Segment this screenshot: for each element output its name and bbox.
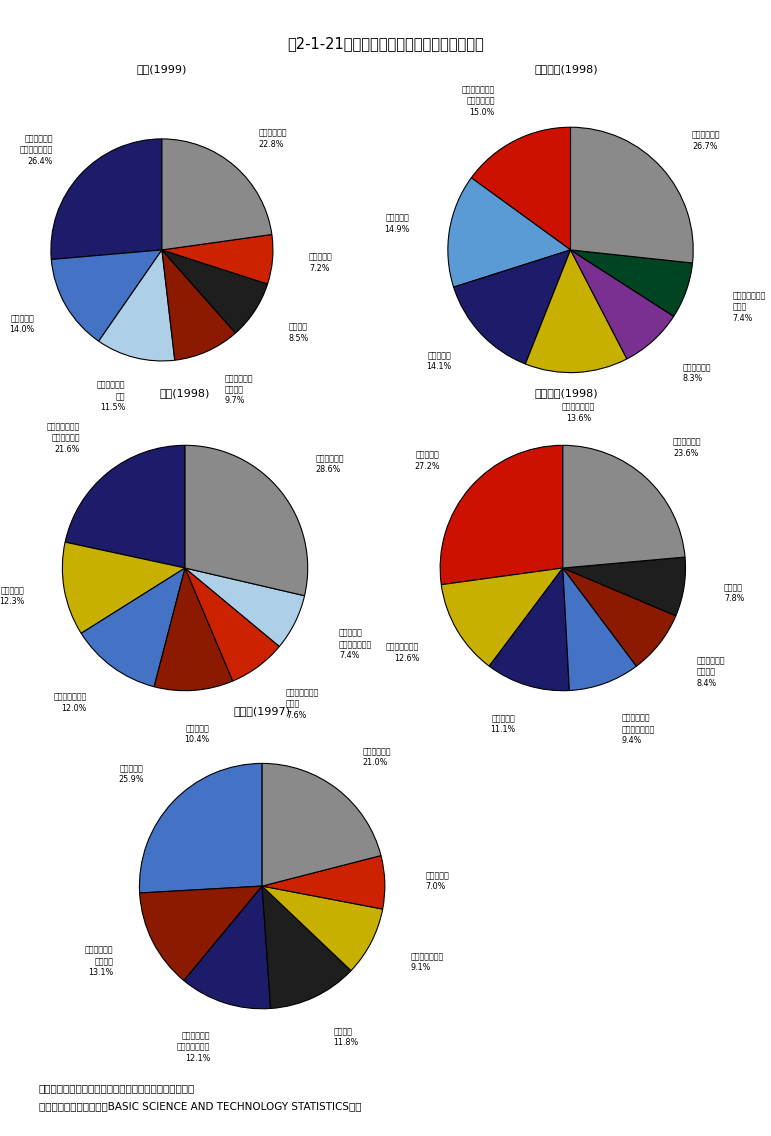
- Text: 医薬品を除く
化学工業
9.7%: 医薬品を除く 化学工業 9.7%: [224, 374, 253, 406]
- Text: 医薬品工業
10.4%: 医薬品工業 10.4%: [184, 725, 210, 744]
- Wedge shape: [184, 886, 271, 1009]
- Wedge shape: [162, 234, 273, 284]
- Text: 医薬品工業
7.0%: 医薬品工業 7.0%: [426, 871, 449, 891]
- Text: 通信・電子・
電気計測器工業
12.1%: 通信・電子・ 電気計測器工業 12.1%: [177, 1031, 210, 1063]
- Text: 自動車工業
12.3%: 自動車工業 12.3%: [0, 586, 25, 607]
- Text: 通信・電子・
電気計測器工業
26.4%: 通信・電子・ 電気計測器工業 26.4%: [20, 134, 53, 166]
- Wedge shape: [52, 250, 162, 341]
- Wedge shape: [563, 568, 676, 666]
- Wedge shape: [453, 250, 571, 364]
- Wedge shape: [185, 568, 305, 646]
- Text: 自動車工業
14.0%: 自動車工業 14.0%: [9, 314, 34, 334]
- Text: フランス(1998): フランス(1998): [535, 64, 598, 74]
- Text: 医薬品工業
14.9%: 医薬品工業 14.9%: [384, 214, 409, 234]
- Wedge shape: [140, 763, 262, 893]
- Wedge shape: [471, 127, 571, 250]
- Text: 電気機械器具
工業
11.5%: 電気機械器具 工業 11.5%: [97, 381, 126, 412]
- Text: 資料：日本は総務省統計局「科学技術研究調査報告」。: 資料：日本は総務省統計局「科学技術研究調査報告」。: [39, 1083, 195, 1093]
- Text: 航空・宇宙工業
9.1%: 航空・宇宙工業 9.1%: [411, 952, 444, 972]
- Text: 航空・宇宙工業
13.6%: 航空・宇宙工業 13.6%: [562, 403, 595, 423]
- Wedge shape: [62, 542, 185, 633]
- Wedge shape: [185, 445, 308, 595]
- Text: その他製造業
22.8%: その他製造業 22.8%: [259, 128, 288, 149]
- Wedge shape: [563, 557, 685, 616]
- Text: 第2-1-21図　主要国の製造業の業種別研究費: 第2-1-21図 主要国の製造業の業種別研究費: [287, 36, 484, 51]
- Wedge shape: [154, 568, 233, 691]
- Wedge shape: [262, 763, 381, 886]
- Wedge shape: [448, 178, 571, 287]
- Wedge shape: [162, 250, 235, 360]
- Text: その他製造業
26.7%: その他製造業 26.7%: [692, 131, 720, 151]
- Wedge shape: [65, 445, 185, 568]
- Text: 航空・宇宙工業
12.0%: 航空・宇宙工業 12.0%: [53, 693, 86, 712]
- Text: イギリス(1998): イギリス(1998): [535, 387, 598, 398]
- Text: 医薬品を除く
化学工業
8.4%: 医薬品を除く 化学工業 8.4%: [696, 657, 725, 688]
- Text: 米国(1998): 米国(1998): [160, 387, 210, 398]
- Wedge shape: [563, 445, 685, 568]
- Wedge shape: [185, 568, 279, 682]
- Text: ドイツ(1997): ドイツ(1997): [234, 705, 291, 716]
- Text: 自動車工業
25.9%: 自動車工業 25.9%: [118, 763, 143, 784]
- Text: 通信・電子・電
気計測器工業
15.0%: 通信・電子・電 気計測器工業 15.0%: [462, 85, 495, 117]
- Text: 機械工業
11.8%: 機械工業 11.8%: [333, 1027, 359, 1047]
- Wedge shape: [490, 568, 569, 691]
- Wedge shape: [162, 139, 272, 250]
- Wedge shape: [51, 139, 162, 259]
- Text: 通信・電子・電
気計測器工業
21.6%: 通信・電子・電 気計測器工業 21.6%: [47, 423, 80, 453]
- Wedge shape: [99, 250, 175, 361]
- Wedge shape: [525, 250, 627, 373]
- Text: その他製造業
21.0%: その他製造業 21.0%: [362, 747, 391, 767]
- Wedge shape: [262, 855, 385, 909]
- Wedge shape: [262, 886, 351, 1009]
- Wedge shape: [81, 568, 185, 687]
- Wedge shape: [571, 250, 692, 316]
- Text: 医薬品工業
27.2%: 医薬品工業 27.2%: [414, 451, 439, 470]
- Wedge shape: [441, 568, 563, 666]
- Text: 機械工業
8.5%: 機械工業 8.5%: [288, 323, 308, 343]
- Text: 医薬品を除く化
学工業
7.6%: 医薬品を除く化 学工業 7.6%: [286, 688, 319, 719]
- Text: 通信・電子・
電気計測器工業
9.4%: 通信・電子・ 電気計測器工業 9.4%: [621, 713, 655, 745]
- Wedge shape: [140, 886, 262, 980]
- Text: 機械工業
7.8%: 機械工業 7.8%: [724, 583, 745, 603]
- Text: その他製造業
28.6%: その他製造業 28.6%: [315, 454, 344, 474]
- Text: 精密機械工業
8.3%: 精密機械工業 8.3%: [683, 364, 712, 383]
- Text: 医薬品工業
7.2%: 医薬品工業 7.2%: [309, 252, 333, 273]
- Text: 自動車工業
11.1%: 自動車工業 11.1%: [490, 715, 515, 734]
- Wedge shape: [262, 886, 382, 970]
- Text: 航空・宇宙工業
12.6%: 航空・宇宙工業 12.6%: [386, 643, 419, 662]
- Wedge shape: [162, 250, 268, 333]
- Wedge shape: [571, 127, 693, 264]
- Text: 医薬品を除く化
学工業
7.4%: 医薬品を除く化 学工業 7.4%: [732, 292, 766, 323]
- Text: 日本(1999): 日本(1999): [136, 64, 187, 74]
- Text: 医薬品を除く
化学工業
13.1%: 医薬品を除く 化学工業 13.1%: [85, 946, 113, 977]
- Wedge shape: [563, 568, 636, 691]
- Text: その他製造業
23.6%: その他製造業 23.6%: [673, 437, 702, 458]
- Text: 自動車工業
14.1%: 自動車工業 14.1%: [426, 351, 451, 371]
- Wedge shape: [571, 250, 674, 359]
- Text: その他はＯＥＣＤ「BASIC SCIENCE AND TECHNOLOGY STATISTICS」。: その他はＯＥＣＤ「BASIC SCIENCE AND TECHNOLOGY ST…: [39, 1101, 361, 1111]
- Wedge shape: [440, 445, 563, 585]
- Text: コンピュー
ター・事務機器
7.4%: コンピュー ター・事務機器 7.4%: [339, 628, 372, 660]
